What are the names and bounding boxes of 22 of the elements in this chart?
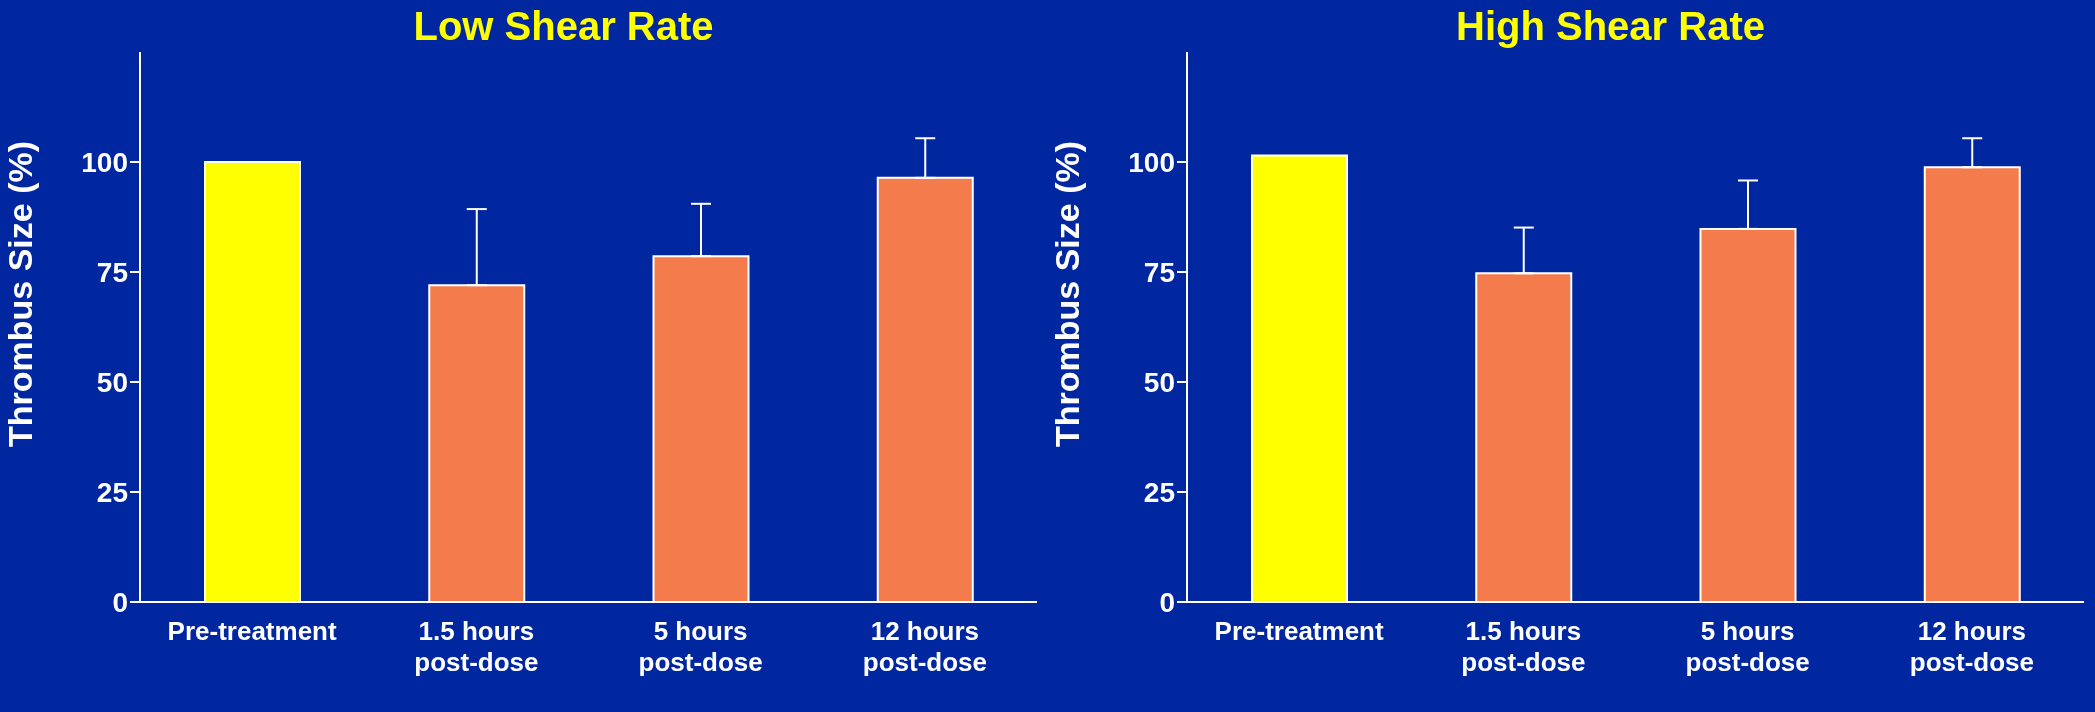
y-tick-label: 50 (96, 366, 128, 398)
y-axis-title: Thrombus Size (%) (1, 140, 40, 447)
chart-title: High Shear Rate (1455, 3, 1766, 50)
y-tick-label: 75 (96, 256, 128, 288)
chart-title: Low Shear Rate (412, 3, 715, 50)
y-tick-label: 25 (96, 476, 128, 508)
y-axis-title: Thrombus Size (%) (1048, 140, 1087, 447)
x-tick-label: Pre-treatment (167, 616, 337, 646)
x-tick-label: 12 hours post-dose (1909, 616, 2034, 677)
y-tick-label: 25 (1143, 476, 1175, 508)
x-tick-label: 1.5 hours post-dose (1461, 616, 1586, 677)
y-tick-label: 50 (1143, 366, 1175, 398)
y-tick-label: 100 (81, 146, 128, 178)
y-tick-label: 0 (112, 586, 128, 618)
x-tick-label: 5 hours post-dose (638, 616, 763, 677)
y-tick-label: 75 (1143, 256, 1175, 288)
x-tick-label: Pre-treatment (1214, 616, 1384, 646)
x-tick-label: 1.5 hours post-dose (414, 616, 539, 677)
x-tick-label: 5 hours post-dose (1685, 616, 1810, 677)
y-tick-label: 100 (1128, 146, 1175, 178)
y-tick-label: 0 (1159, 586, 1175, 618)
x-tick-label: 12 hours post-dose (862, 616, 987, 677)
